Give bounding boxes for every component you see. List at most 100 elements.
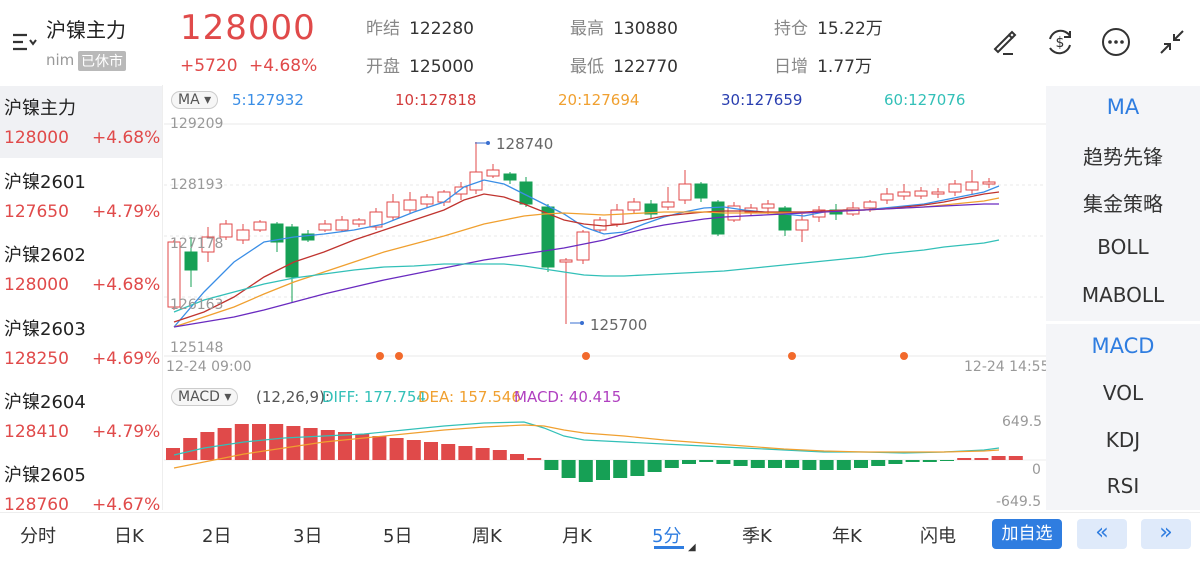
tab-quarterly[interactable]: 季K [742, 526, 772, 547]
tab-5min[interactable]: 5分 [652, 526, 682, 547]
ma30-line [173, 203, 999, 328]
macd-bar [406, 440, 421, 460]
tab-5min-more-icon[interactable]: ◢ [688, 542, 696, 553]
indicator-kdj[interactable]: KDJ [1105, 428, 1141, 452]
macd-bar [217, 428, 232, 460]
indicator-ma[interactable]: MA [1106, 95, 1140, 119]
candle-body [369, 211, 383, 228]
tab-5day[interactable]: 5日 [383, 526, 413, 547]
macd-bar [785, 460, 800, 468]
sidebar-item-2601[interactable]: 沪镍2601 127650 +4.79% [4, 172, 161, 222]
macd-bar [527, 458, 542, 460]
tab-weekly[interactable]: 周K [472, 526, 502, 547]
macd-bar [922, 460, 937, 462]
macd-dea-value: DEA: 157.546 [418, 388, 521, 406]
candle-body [236, 229, 250, 241]
macd-chart[interactable] [164, 410, 1046, 510]
macd-diff-value: DIFF: 177.754 [322, 388, 426, 406]
macd-params: (12,26,9): [256, 388, 331, 406]
macd-bar [492, 450, 507, 460]
tab-monthly[interactable]: 月K [562, 526, 592, 547]
sidebar-item-2605[interactable]: 沪镍2605 128760 +4.67% [4, 465, 161, 511]
collapse-icon[interactable] [1152, 22, 1192, 62]
prev-button[interactable]: « [1077, 519, 1127, 549]
candle-body [403, 199, 417, 211]
candle-body [454, 186, 468, 195]
indicator-rsi[interactable]: RSI [1106, 474, 1140, 498]
macd-bar [888, 460, 903, 464]
macd-bar [578, 460, 593, 482]
stat-low: 最低 122770 [570, 57, 678, 77]
macd-bar [733, 460, 748, 466]
price-change: +5720 [180, 56, 238, 76]
candle-body [880, 193, 894, 201]
tab-flash[interactable]: 闪电 [920, 526, 956, 547]
ma5-line [173, 179, 1000, 328]
indicator-maboll[interactable]: MABOLL [1081, 283, 1165, 307]
candle-body [982, 181, 996, 185]
candle-body [318, 223, 332, 231]
sidebar-item-2604[interactable]: 沪镍2604 128410 +4.79% [4, 392, 161, 442]
x-axis-end: 12-24 14:55 [964, 359, 1050, 375]
candle-body [897, 191, 911, 197]
indicator-strategy[interactable]: 集金策略 [1083, 192, 1163, 216]
status-badge: 已休市 [78, 51, 126, 71]
indicator-vol[interactable]: VOL [1102, 381, 1144, 405]
macd-bar [750, 460, 765, 468]
indicator-macd[interactable]: MACD [1091, 334, 1155, 358]
macd-bar [802, 460, 817, 470]
tab-daily[interactable]: 日K [114, 526, 144, 547]
tab-timeshare[interactable]: 分时 [20, 526, 56, 547]
ma-indicator-dropdown[interactable]: MA ▾ [171, 89, 219, 109]
tab-yearly[interactable]: 年K [832, 526, 862, 547]
candle-body [644, 203, 658, 215]
exchange-code: nim [46, 51, 75, 69]
candle-body [219, 223, 233, 238]
sidebar-item-main[interactable]: 沪镍主力 128000 +4.68% [0, 86, 162, 158]
macd-bar [475, 448, 490, 460]
add-watchlist-button[interactable]: 加自选 [992, 519, 1062, 549]
currency-refresh-icon[interactable]: $ [1040, 22, 1080, 62]
macd-bar [252, 424, 266, 460]
next-button[interactable]: » [1141, 519, 1191, 549]
tab-5min-indicator [654, 546, 684, 549]
indicator-panel [1046, 86, 1200, 510]
candle-body [795, 219, 809, 231]
macd-indicator-dropdown[interactable]: MACD ▾ [171, 386, 239, 406]
x-axis-start: 12-24 09:00 [166, 359, 252, 375]
macd-bar [768, 460, 782, 468]
last-price: 128000 [180, 8, 316, 48]
macd-bar [338, 432, 352, 460]
tab-3day[interactable]: 3日 [293, 526, 323, 547]
kline-chart[interactable] [164, 112, 1046, 380]
indicator-boll[interactable]: BOLL [1097, 235, 1149, 259]
tab-2day[interactable]: 2日 [202, 526, 232, 547]
ma60-line [173, 239, 1000, 313]
y-axis-label-3: 127178 [170, 236, 224, 252]
sidebar-item-2602[interactable]: 沪镍2602 128000 +4.68% [4, 245, 161, 295]
macd-bar [561, 460, 576, 478]
candle-body [420, 196, 434, 205]
period-tabs [0, 512, 1200, 572]
macd-bar [286, 426, 301, 460]
macd-y-mid: 0 [1032, 462, 1041, 478]
indicator-trend[interactable]: 趋势先锋 [1083, 145, 1163, 169]
macd-bar [819, 460, 834, 470]
candle-body [914, 190, 928, 197]
candle-body [559, 259, 573, 263]
sidebar-item-2603[interactable]: 沪镍2603 128250 +4.69% [4, 319, 161, 369]
stat-open: 开盘 125000 [366, 57, 474, 77]
page-title: 沪镍主力 [46, 18, 126, 42]
menu-icon[interactable] [10, 28, 38, 56]
candle-body [610, 209, 624, 225]
macd-bar [441, 444, 456, 460]
y-axis-label-2: 128193 [170, 177, 224, 193]
candle-body [503, 173, 517, 181]
stat-daily-increase: 日增 1.77万 [774, 57, 872, 77]
candle-body [352, 219, 366, 225]
draw-pen-icon[interactable] [984, 22, 1024, 62]
more-icon[interactable] [1096, 22, 1136, 62]
candle-body [761, 203, 775, 209]
macd-bar [940, 460, 954, 461]
ma60-value: 60:127076 [884, 91, 966, 109]
